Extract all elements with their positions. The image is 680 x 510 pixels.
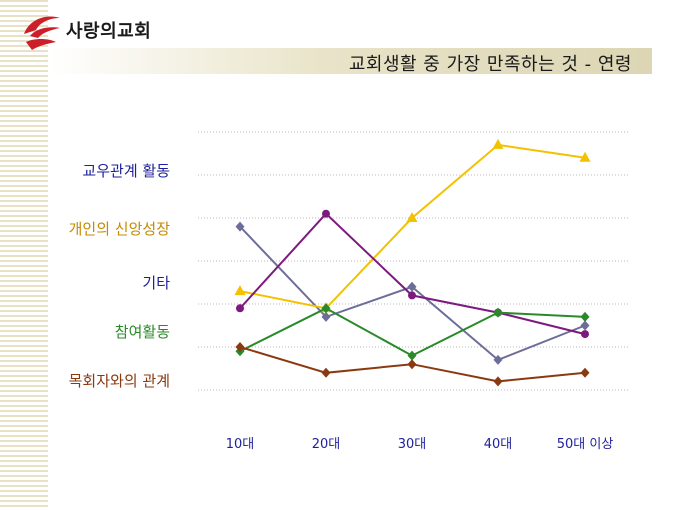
data-point	[322, 209, 330, 218]
data-point	[406, 212, 418, 222]
y-axis-label: 교우관계 활동	[82, 162, 170, 180]
y-axis-label: 참여활동	[114, 323, 170, 341]
x-axis-label: 40대	[483, 437, 513, 452]
data-point	[234, 285, 246, 296]
brand-name: 사랑의교회	[66, 21, 152, 42]
x-axis-label: 10대	[225, 437, 255, 452]
title-band	[48, 48, 652, 74]
data-point	[407, 350, 417, 361]
logo-flame-top	[24, 16, 60, 34]
data-point	[580, 311, 590, 322]
x-axis-label: 30대	[397, 437, 427, 452]
data-point	[407, 359, 417, 370]
x-axis-label: 50대 이상	[556, 437, 614, 452]
data-point	[493, 307, 503, 318]
data-point	[492, 138, 504, 149]
y-axis-label: 기타	[142, 274, 170, 292]
x-axis-label: 20대	[311, 437, 341, 452]
data-point	[321, 303, 331, 314]
y-axis-label: 개인의 신앙성장	[68, 220, 170, 238]
data-point	[321, 311, 331, 322]
data-point	[235, 221, 245, 232]
data-point	[408, 291, 416, 300]
logo-flame-mid	[30, 27, 60, 38]
data-point	[493, 376, 503, 387]
data-point	[321, 367, 331, 378]
page-title: 교회생활 중 가장 만족하는 것 - 연령	[348, 54, 632, 75]
data-point	[236, 304, 244, 313]
y-axis-label: 목회자와의 관계	[68, 372, 170, 390]
data-point	[235, 342, 245, 352]
series-line	[239, 307, 586, 357]
series-line	[239, 212, 586, 336]
data-point	[581, 330, 589, 339]
data-point	[580, 367, 590, 378]
data-point	[580, 320, 590, 331]
logo-flame-bottom	[26, 39, 56, 50]
data-point	[407, 281, 417, 292]
data-point	[493, 354, 503, 365]
decorative-stripes	[0, 0, 48, 510]
church-logo-icon	[24, 16, 60, 50]
data-point	[579, 151, 591, 162]
